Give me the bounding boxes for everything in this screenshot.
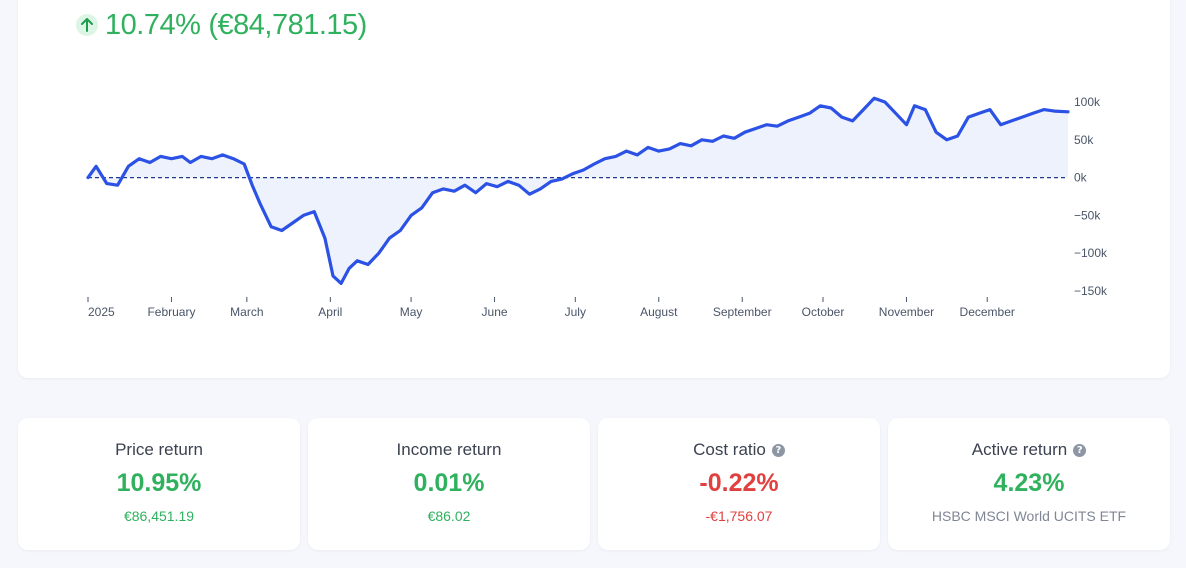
x-tick-label: July bbox=[565, 305, 586, 319]
help-icon[interactable]: ? bbox=[1073, 443, 1087, 457]
x-tick-label: December bbox=[960, 305, 1015, 319]
income-return-card: Income return 0.01% €86.02 bbox=[308, 418, 590, 550]
performance-line-chart[interactable]: 2025 February March April May June July August S… bbox=[0, 0, 1186, 330]
help-icon[interactable]: ? bbox=[771, 443, 785, 457]
return-amount: (€84,781.15) bbox=[208, 8, 367, 41]
stat-amount: -€1,756.07 bbox=[705, 508, 773, 524]
stat-title: Active return ? bbox=[888, 440, 1170, 460]
series-line bbox=[86, 96, 1070, 285]
y-tick-label: 0k bbox=[1074, 171, 1088, 185]
x-tick-label: May bbox=[400, 305, 423, 319]
x-tick-label: June bbox=[482, 305, 508, 319]
y-tick-label: 50k bbox=[1074, 133, 1094, 147]
x-tick-label: August bbox=[640, 305, 678, 319]
performance-headline: 10.74% (€84,781.15) bbox=[76, 8, 367, 42]
stat-value: -0.22% bbox=[699, 469, 779, 497]
stat-amount: €86.02 bbox=[427, 508, 471, 524]
price-return-card: Price return 10.95% €86,451.19 bbox=[18, 418, 300, 550]
stat-value: 10.95% bbox=[116, 469, 202, 497]
x-tick-label: November bbox=[879, 305, 934, 319]
y-tick-label: −150k bbox=[1074, 284, 1108, 298]
x-tick-label: March bbox=[230, 305, 263, 319]
arrow-up-icon bbox=[76, 14, 98, 36]
y-tick-label: −50k bbox=[1074, 208, 1101, 222]
area-fill bbox=[88, 98, 1068, 284]
stat-value: 0.01% bbox=[413, 469, 485, 497]
stat-value: 4.23% bbox=[993, 469, 1065, 497]
x-tick-label: 2025 bbox=[88, 305, 115, 319]
stat-title: Income return bbox=[396, 440, 502, 459]
x-tick-label: April bbox=[318, 305, 342, 319]
stat-amount: €86,451.19 bbox=[123, 508, 195, 524]
x-tick-label: February bbox=[147, 305, 195, 319]
x-tick-label: October bbox=[802, 305, 845, 319]
performance-card bbox=[18, 0, 1170, 378]
stat-title: Cost ratio ? bbox=[598, 440, 880, 460]
active-return-card: Active return ? 4.23% HSBC MSCI World UC… bbox=[888, 418, 1170, 550]
return-percent: 10.74% bbox=[105, 8, 201, 41]
x-tick-label: September bbox=[713, 305, 772, 319]
stat-title: Price return bbox=[115, 440, 203, 459]
y-tick-label: 100k bbox=[1074, 95, 1101, 109]
benchmark-name: HSBC MSCI World UCITS ETF bbox=[931, 508, 1127, 524]
y-tick-label: −100k bbox=[1074, 246, 1108, 260]
cost-ratio-card: Cost ratio ? -0.22% -€1,756.07 bbox=[598, 418, 880, 550]
